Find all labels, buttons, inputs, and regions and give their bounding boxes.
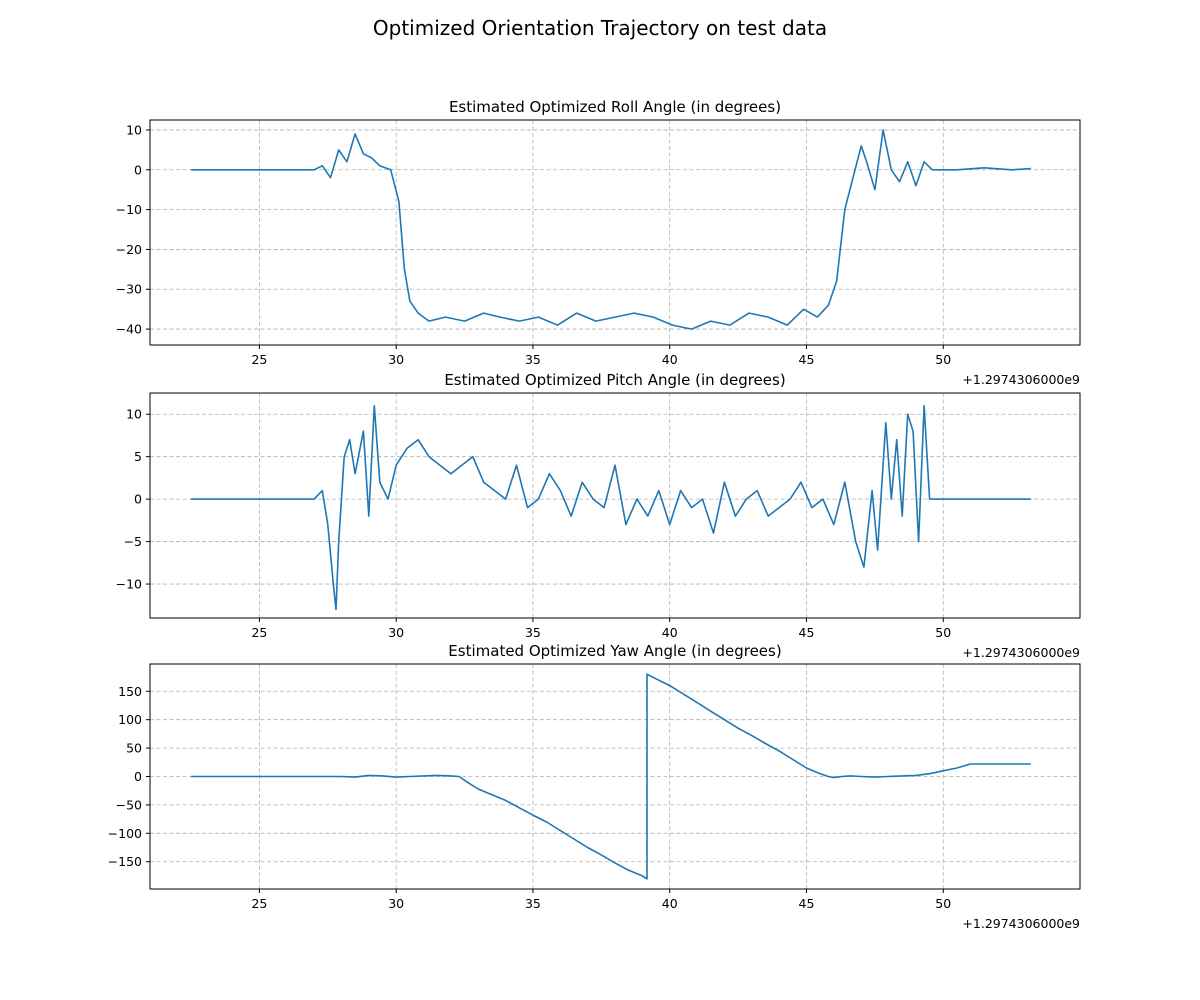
y-tick-label: −150 (108, 854, 142, 869)
y-tick-label: −50 (116, 797, 142, 812)
x-tick-label: 30 (388, 625, 404, 640)
x-tick-label: 45 (799, 896, 815, 911)
y-tick-label: 150 (118, 684, 142, 699)
pitch-x-offset-label: +1.2974306000e9 (962, 645, 1080, 660)
figure-title: Optimized Orientation Trajectory on test… (372, 16, 828, 40)
x-tick-label: 25 (251, 352, 267, 367)
x-tick-label: 50 (935, 625, 951, 640)
y-tick-label: 100 (118, 712, 142, 727)
y-tick-label: −30 (116, 282, 142, 297)
y-tick-label: −20 (116, 242, 142, 257)
y-tick-label: 0 (134, 769, 142, 784)
y-tick-label: −40 (116, 322, 142, 337)
pitch-series-line (191, 404, 1031, 611)
yaw-subplot-title: Estimated Optimized Yaw Angle (in degree… (448, 642, 781, 660)
x-tick-label: 40 (662, 896, 678, 911)
x-tick-label: 25 (251, 896, 267, 911)
x-tick-label: 45 (799, 625, 815, 640)
y-tick-label: 0 (134, 162, 142, 177)
yaw-series-line (191, 673, 1031, 880)
pitch-subplot-title: Estimated Optimized Pitch Angle (in degr… (444, 371, 785, 389)
y-tick-label: 10 (126, 407, 142, 422)
x-tick-label: 35 (525, 352, 541, 367)
y-tick-label: 5 (134, 449, 142, 464)
roll-subplot: 25 30 35 40 45 50 10 0 −10 −20 −30 −40 Estimated Opt… (116, 98, 1081, 387)
x-tick-label: 40 (662, 352, 678, 367)
x-tick-label: 40 (662, 625, 678, 640)
y-tick-label: −10 (116, 577, 142, 592)
x-tick-label: 50 (935, 352, 951, 367)
yaw-subplot: 25 30 35 40 45 50 150 100 50 0 −50 −100 −150 Estimate… (108, 642, 1081, 931)
pitch-axes-frame (149, 392, 1081, 619)
y-tick-label: −5 (124, 534, 142, 549)
x-tick-label: 35 (525, 625, 541, 640)
y-tick-label: 0 (134, 492, 142, 507)
yaw-x-offset-label: +1.2974306000e9 (962, 916, 1080, 931)
x-tick-label: 50 (935, 896, 951, 911)
roll-x-offset-label: +1.2974306000e9 (962, 372, 1080, 387)
y-tick-label: 10 (126, 122, 142, 137)
y-tick-label: −100 (108, 826, 142, 841)
x-tick-label: 30 (388, 896, 404, 911)
x-tick-label: 35 (525, 896, 541, 911)
x-tick-label: 30 (388, 352, 404, 367)
x-tick-label: 25 (251, 625, 267, 640)
roll-series-line (191, 129, 1031, 330)
y-tick-label: 50 (126, 741, 142, 756)
roll-axes-frame (149, 119, 1081, 346)
roll-subplot-title: Estimated Optimized Roll Angle (in degre… (449, 98, 781, 116)
x-tick-label: 45 (799, 352, 815, 367)
y-tick-label: −10 (116, 202, 142, 217)
